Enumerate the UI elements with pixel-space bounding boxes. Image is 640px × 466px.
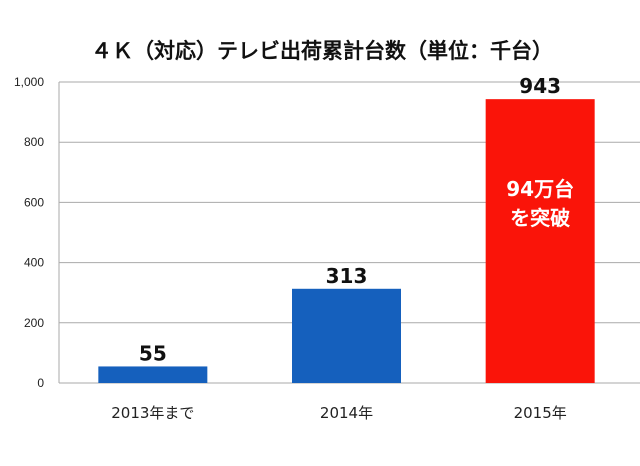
x-tick-label: 2015年 [514, 404, 567, 422]
bar [485, 99, 595, 384]
chart-title: ４Ｋ（対応）テレビ出荷累計台数（単位：千台） [91, 39, 553, 63]
data-label: 313 [326, 264, 368, 288]
y-tick-label: 800 [24, 135, 44, 149]
y-tick-label: 400 [24, 256, 44, 270]
x-tick-label: 2014年 [320, 404, 373, 422]
data-label: 943 [519, 74, 561, 98]
bar [292, 288, 401, 383]
x-tick-label: 2013年まで [111, 404, 194, 422]
bar-annotation: 94万台 [506, 177, 574, 201]
y-tick-label: 200 [24, 316, 44, 330]
data-label: 55 [139, 341, 167, 365]
y-tick-label: 1,000 [14, 75, 44, 89]
y-tick-label: 600 [24, 195, 44, 209]
bar [98, 366, 208, 383]
bar-annotation: を突破 [510, 206, 570, 230]
y-tick-label: 0 [37, 376, 44, 390]
